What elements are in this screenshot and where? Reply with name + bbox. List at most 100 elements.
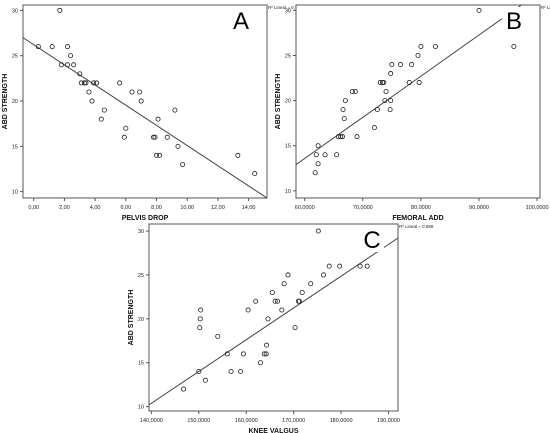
- y-tick-label: 10: [138, 405, 144, 411]
- data-point: [292, 325, 298, 331]
- y-tick-label: 30: [12, 8, 18, 14]
- data-point: [164, 134, 170, 140]
- data-point: [342, 98, 348, 104]
- panel-letter-box: [229, 7, 253, 33]
- data-point: [35, 44, 41, 50]
- panel-letter: B: [506, 8, 522, 35]
- data-point: [341, 116, 347, 122]
- x-tick-label: 170,0000: [282, 418, 305, 424]
- x-tick-label: 14,00: [242, 205, 256, 211]
- data-point: [180, 161, 186, 167]
- data-point: [334, 152, 340, 158]
- y-tick-label: 15: [12, 144, 18, 150]
- data-point: [388, 71, 394, 77]
- data-point: [269, 289, 275, 295]
- data-point: [228, 368, 234, 374]
- data-point: [215, 333, 221, 339]
- data-point: [240, 351, 246, 357]
- data-point: [263, 351, 269, 357]
- data-point: [383, 89, 389, 95]
- y-tick-label: 25: [285, 54, 291, 60]
- data-point: [415, 53, 421, 59]
- data-point: [377, 80, 383, 86]
- x-tick-label: 0,00: [28, 205, 39, 211]
- data-point: [387, 107, 393, 113]
- y-tick-label: 30: [285, 8, 291, 14]
- data-point: [202, 377, 208, 383]
- data-point: [406, 80, 412, 86]
- data-point: [321, 272, 327, 278]
- data-point: [238, 368, 244, 374]
- x-tick-label: 80,0000: [411, 205, 431, 211]
- data-point: [94, 80, 100, 86]
- panel-letter-box: [360, 226, 384, 252]
- x-axis-title: PELVIS DROP: [122, 215, 169, 222]
- data-point: [65, 62, 71, 68]
- y-tick-label: 20: [12, 99, 18, 105]
- data-point: [265, 316, 271, 322]
- data-point: [86, 89, 92, 95]
- data-point: [224, 351, 230, 357]
- data-point: [172, 107, 178, 113]
- data-point: [389, 62, 395, 68]
- data-point: [65, 44, 71, 50]
- data-point: [58, 62, 64, 68]
- data-point: [196, 368, 202, 374]
- panel-a: 0,00 2,00 4,00 6,00 8,00 10,00 12,00 14,00 10 15 2…: [2, 4, 303, 222]
- data-point: [68, 53, 74, 59]
- data-point: [138, 98, 144, 104]
- data-point: [152, 134, 158, 140]
- plot-frame: [295, 4, 541, 199]
- x-tick-label: 160,0000: [235, 418, 258, 424]
- data-point: [281, 281, 287, 287]
- plot-frame: [148, 223, 399, 412]
- y-axis-title: ABD STRENGTH: [2, 74, 9, 130]
- data-point: [89, 98, 95, 104]
- data-point: [357, 263, 363, 269]
- data-point: [418, 43, 424, 49]
- y-tick-label: 25: [138, 273, 144, 279]
- x-tick-label: 2,00: [59, 205, 70, 211]
- data-point: [337, 263, 343, 269]
- data-point: [326, 263, 332, 269]
- y-axis-title: ABD STRENGTH: [275, 74, 282, 130]
- y-tick-label: 20: [285, 99, 291, 105]
- data-point: [71, 62, 77, 68]
- y-tick-label: 10: [285, 189, 291, 195]
- data-point: [279, 307, 285, 313]
- data-point: [352, 89, 358, 95]
- fit-line: [149, 237, 398, 406]
- data-point: [349, 89, 355, 95]
- panel-letter: C: [363, 227, 380, 254]
- panel-letter-box: [502, 7, 526, 33]
- data-point: [157, 152, 163, 158]
- data-point: [78, 80, 84, 86]
- data-point: [245, 307, 251, 313]
- data-point: [198, 307, 204, 313]
- x-tick-label: 8,00: [151, 205, 162, 211]
- data-point: [252, 171, 258, 177]
- data-point: [235, 152, 241, 158]
- x-tick-label: 100,0000: [526, 205, 549, 211]
- data-point: [121, 134, 127, 140]
- x-tick-label: 150,0000: [187, 418, 210, 424]
- data-point: [381, 80, 387, 86]
- data-point: [340, 107, 346, 113]
- x-tick-label: 4,00: [90, 205, 101, 211]
- data-point: [338, 134, 344, 140]
- r-squared-legend: R² Lineal = 0,792: [541, 5, 550, 10]
- data-point: [49, 44, 55, 50]
- data-point: [81, 80, 87, 86]
- data-point: [181, 386, 187, 392]
- data-point: [296, 298, 302, 304]
- y-tick-label: 15: [285, 144, 291, 150]
- data-point: [155, 116, 161, 122]
- data-point: [123, 125, 129, 131]
- data-point: [98, 116, 104, 122]
- data-point: [315, 228, 321, 234]
- data-point: [285, 272, 291, 278]
- data-point: [264, 342, 270, 348]
- x-tick-label: 6,00: [120, 205, 131, 211]
- data-point: [476, 7, 482, 13]
